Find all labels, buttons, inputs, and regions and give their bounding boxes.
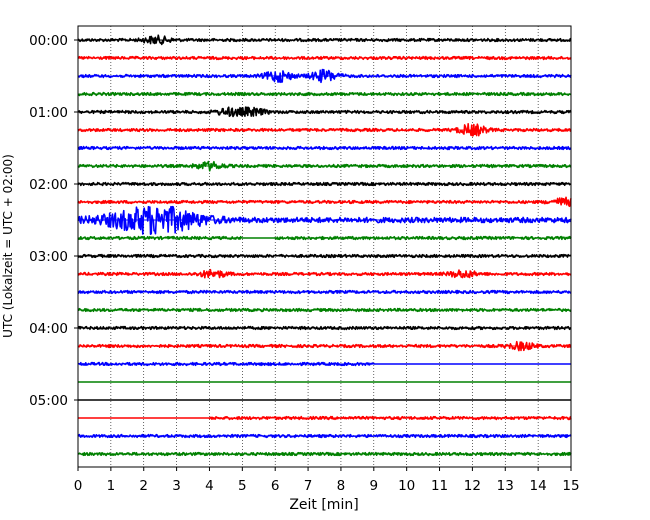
x-tick-label: 9: [370, 478, 379, 494]
y-tick-label: 05:00: [29, 393, 68, 409]
x-tick-label: 2: [139, 478, 148, 494]
x-tick-label: 0: [74, 478, 83, 494]
y-tick-label: 03:00: [29, 249, 68, 265]
x-axis-label: Zeit [min]: [289, 497, 358, 513]
y-axis-label: UTC (Lokalzeit = UTC + 02:00): [1, 154, 15, 338]
y-tick-label: 02:00: [29, 177, 68, 193]
x-tick-label: 10: [398, 478, 415, 494]
y-axis-ticks: 00:00 01:00 02:00 03:00 04:00 05:00: [29, 33, 78, 409]
x-tick-label: 14: [530, 478, 547, 494]
x-tick-label: 12: [464, 478, 481, 494]
x-tick-label: 4: [205, 478, 214, 494]
plot-frame: [77, 25, 572, 468]
x-tick-label: 5: [238, 478, 247, 494]
y-tick-label: 00:00: [29, 33, 68, 49]
y-tick-label: 01:00: [29, 105, 68, 121]
x-tick-label: 6: [271, 478, 280, 494]
x-tick-label: 3: [172, 478, 181, 494]
x-tick-label: 1: [107, 478, 116, 494]
x-tick-label: 15: [562, 478, 579, 494]
x-tick-label: 7: [304, 478, 313, 494]
x-tick-label: 13: [497, 478, 514, 494]
x-tick-label: 11: [431, 478, 448, 494]
seismic-traces: [77, 34, 572, 457]
y-tick-label: 04:00: [29, 321, 68, 337]
x-axis-ticks: 0 1 2 3 4 5 6 7 8 9 10 11 12 13 14 15: [74, 467, 580, 494]
x-tick-label: 8: [337, 478, 346, 494]
